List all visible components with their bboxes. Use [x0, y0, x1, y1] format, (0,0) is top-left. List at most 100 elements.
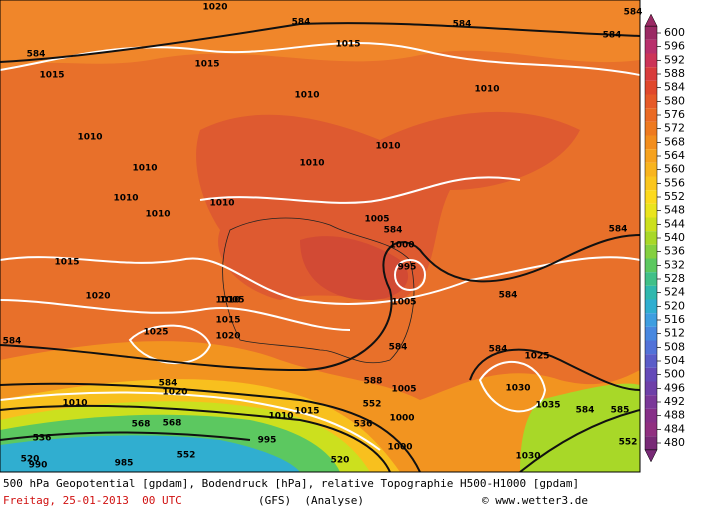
colorbar-label: 564 — [664, 149, 685, 162]
contour-label: 584 — [159, 379, 178, 389]
contour-label: 585 — [611, 406, 630, 416]
contour-label: 1015 — [294, 407, 319, 417]
colorbar-swatch — [645, 231, 657, 245]
colorbar-label: 516 — [664, 313, 685, 326]
height-contours — [0, 22, 640, 472]
contour-label: 1005 — [364, 215, 389, 225]
region-584 — [196, 111, 580, 301]
caption-model: (GFS) (Analyse) — [258, 494, 364, 507]
contour-label: 1020 — [85, 292, 110, 302]
contour-label: 1015 — [194, 60, 219, 70]
colorbar-swatch — [645, 395, 657, 409]
colorbar-swatch — [645, 190, 657, 204]
contour-label: 1005 — [219, 296, 244, 306]
colorbar-swatch — [645, 285, 657, 300]
contour-label: 1000 — [389, 241, 414, 251]
contour-label: 552 — [619, 438, 638, 448]
contour-label: 584 — [292, 18, 311, 28]
colorbar-swatch — [645, 162, 657, 177]
caption-copyright: © www.wetter3.de — [482, 494, 588, 507]
contour-label: 584 — [624, 8, 643, 18]
colorbar-frame — [644, 25, 658, 451]
colorbar-label: 536 — [664, 245, 685, 258]
contour-label: 1015 — [39, 71, 64, 81]
contour-label: 1010 — [145, 210, 170, 220]
colorbar-swatch — [645, 217, 657, 232]
contour-label: 584 — [609, 225, 628, 235]
colorbar-swatch — [645, 135, 657, 150]
contour-label: 1010 — [113, 194, 138, 204]
contour-label: 1025 — [524, 352, 549, 362]
region-576 — [0, 0, 640, 70]
colorbar-label: 508 — [664, 340, 685, 353]
colorbar-swatch — [645, 149, 657, 163]
contour-label: 1030 — [515, 452, 540, 462]
colorbar-label: 572 — [664, 122, 685, 135]
colorbar-label: 600 — [664, 26, 685, 39]
region-588 — [300, 236, 409, 300]
contour-label: 1010 — [209, 199, 234, 209]
colorbar-swatch — [645, 313, 657, 327]
contour-label: 588 — [364, 377, 383, 387]
colorbar-swatch — [645, 39, 657, 54]
colorbar-label: 496 — [664, 381, 685, 394]
colorbar-label: 544 — [664, 217, 685, 230]
contour-label: 520 — [331, 456, 350, 466]
colorbar-swatch — [645, 244, 657, 259]
colorbar-label: 528 — [664, 272, 685, 285]
colorbar-swatch — [645, 26, 657, 40]
colorbar-swatch — [645, 408, 657, 423]
contour-label: 1010 — [375, 142, 400, 152]
colorbar-swatch — [645, 67, 657, 81]
colorbar-label: 568 — [664, 135, 685, 148]
colorbar-swatch — [645, 121, 657, 136]
map — [0, 0, 640, 472]
contour-label: 1010 — [268, 412, 293, 422]
colorbar-top-arrow — [644, 13, 658, 27]
contour-label: 584 — [499, 291, 518, 301]
colorbar-label: 548 — [664, 204, 685, 217]
contour-label: 568 — [132, 420, 151, 430]
colorbar-label: 596 — [664, 40, 685, 53]
contour-label: 536 — [33, 434, 52, 444]
caption-line1: 500 hPa Geopotential [gpdam], Bodendruck… — [3, 477, 579, 490]
contour-label: 1010 — [294, 91, 319, 101]
colorbar-label: 588 — [664, 67, 685, 80]
colorbar-swatch — [645, 258, 657, 273]
contour-label: 995 — [258, 436, 277, 446]
colorbar-label: 524 — [664, 286, 685, 299]
colorbar-label: 584 — [664, 81, 685, 94]
contour-label: 1020 — [162, 388, 187, 398]
caption-date: Freitag, 25-01-2013 00 UTC — [3, 494, 182, 507]
contour-label: 1005 — [391, 385, 416, 395]
colorbar-label: 520 — [664, 299, 685, 312]
colorbar-label: 560 — [664, 163, 685, 176]
colorbar-bottom-arrow — [644, 449, 658, 463]
contour-label: 584 — [27, 50, 46, 60]
contour-label: 1015 — [335, 40, 360, 50]
colorbar-swatch — [645, 326, 657, 341]
contour-label: 1010 — [77, 133, 102, 143]
contour-label: 1010 — [62, 399, 87, 409]
contour-label: 985 — [115, 459, 134, 469]
colorbar-swatch — [645, 367, 657, 382]
colorbar-swatch — [645, 203, 657, 218]
map-frame — [0, 0, 641, 473]
contour-label: 1020 — [215, 332, 240, 342]
colorbar-swatch — [645, 354, 657, 368]
contour-label: 552 — [177, 451, 196, 461]
colorbar-label: 512 — [664, 327, 685, 340]
colorbar-swatch — [645, 436, 657, 450]
contour-label: 520 — [21, 455, 40, 465]
contour-label: 1000 — [387, 443, 412, 453]
contour-label: 1010 — [474, 85, 499, 95]
contour-label: 1010 — [299, 159, 324, 169]
colorbar-label: 552 — [664, 190, 685, 203]
colorbar-label: 580 — [664, 94, 685, 107]
colorbar-swatch — [645, 80, 657, 95]
colorbar-label: 532 — [664, 258, 685, 271]
contour-label: 568 — [163, 419, 182, 429]
colorbar-label: 540 — [664, 231, 685, 244]
colorbar-label: 500 — [664, 368, 685, 381]
